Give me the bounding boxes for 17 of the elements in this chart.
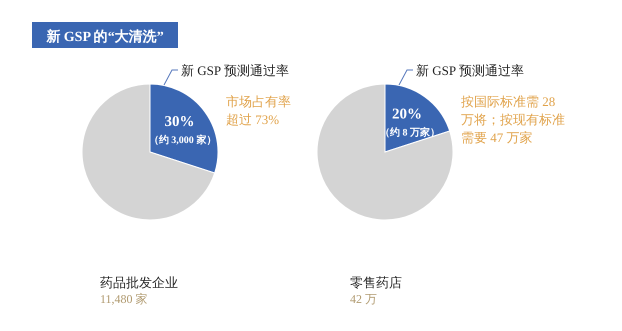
slice-label: 新 GSP 预测通过率 (181, 63, 289, 78)
pie-slice (316, 84, 454, 220)
text: 按国际标准需 28 (461, 94, 556, 109)
data-label: 30% (164, 114, 195, 130)
text: 药品批发企业 (100, 275, 178, 290)
text: 市场占有率 (226, 94, 291, 109)
text: 需要 47 万家 (461, 130, 532, 145)
slice-label: 新 GSP 预测通过率 (416, 63, 524, 78)
chart-title: 新 GSP 的“大清洗” (45, 28, 164, 45)
text: 超过 73% (226, 112, 280, 127)
text: 万将；按现有标准 (461, 112, 565, 127)
text: 11,480 家 (100, 292, 148, 306)
text: 零售药店 (350, 275, 402, 290)
data-label: 20% (392, 106, 422, 122)
pie-slice (82, 84, 216, 220)
text: 42 万 (350, 292, 377, 306)
text: （约 3,000 家） (148, 134, 216, 146)
